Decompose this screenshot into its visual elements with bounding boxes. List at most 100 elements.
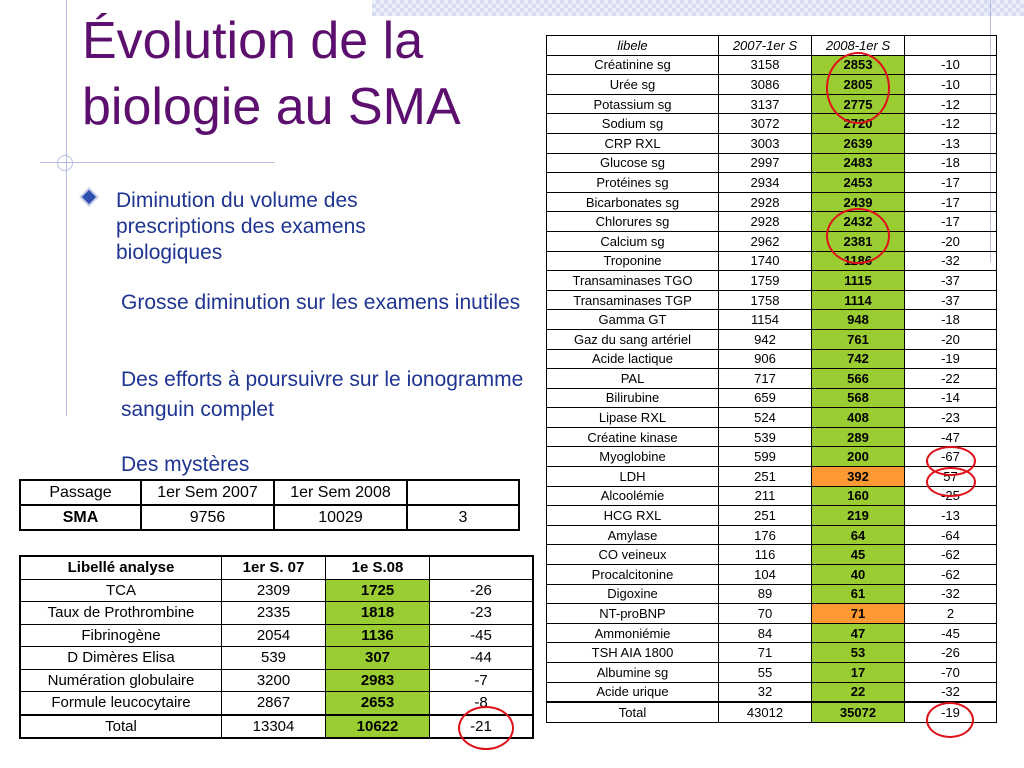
cell-label: Transaminases TGO [546,270,719,291]
cell-year-2007: 3200 [221,668,326,692]
cell-year-2007: 70 [718,603,812,624]
cell-variation: -18 [904,152,997,174]
cell-year-2008: 2653 [325,691,430,715]
cell-year-2007: 3086 [718,74,812,95]
cell-year-2008: 219 [811,505,905,526]
cell-year-2008: 566 [811,368,905,389]
cell-label: Digoxine [546,583,719,605]
table-row: Sodium sg 3072 2720 -12 [546,113,997,134]
total-cell-label: Total [546,701,719,723]
cell-label: Numération globulaire [19,668,222,692]
cell-year-2007: 2962 [718,230,812,252]
table-row: Albumine sg 55 17 -70 [546,662,997,683]
cell-year-2007: 251 [718,466,812,487]
table-row: D Dimères Elisa 539 307 -44 [19,646,534,670]
total-cell-variation: -21 [429,713,534,739]
total-row: Total 43012 35072 -19 [546,701,997,723]
table-row: Bilirubine 659 568 -14 [546,387,997,409]
table-row: Ammoniémie 84 47 -45 [546,622,997,644]
cell-variation: -18 [904,309,997,330]
cell-year-2008: 307 [325,646,430,670]
cell-label: Glucose sg [546,152,719,174]
cell-label: CRP RXL [546,132,719,154]
cell-year-2007: 3072 [718,113,812,134]
cell-label: Lipase RXL [546,407,719,428]
table-row: Glucose sg 2997 2483 -18 [546,152,997,174]
cell-year-2008: 40 [811,564,905,585]
cell-year-2008: 408 [811,407,905,428]
cell-year-2008: 1114 [811,289,905,311]
table-row: Bicarbonates sg 2928 2439 -17 [546,191,997,213]
cell-year-2008: 2432 [811,211,905,232]
cell-year-2007: 2054 [221,623,326,647]
cell-variation: -64 [904,524,997,546]
cell-year-2007: 3003 [718,132,812,154]
cell-label: Urée sg [546,74,719,95]
table-row: PAL 717 566 -22 [546,368,997,389]
cell-variation: -47 [904,426,997,448]
cell-year-2008: 948 [811,309,905,330]
table-row: CO veineux 116 45 -62 [546,544,997,566]
passage-header-2008: 1er Sem 2008 [273,479,408,506]
table-row: Gaz du sang artériel 942 761 -20 [546,328,997,350]
cell-year-2007: 2928 [718,211,812,232]
header-2007: 2007-1er S [718,35,812,56]
cell-year-2007: 32 [718,681,812,703]
cell-label: Gaz du sang artériel [546,328,719,350]
total-cell-year-2008: 10622 [325,713,430,739]
total-cell-label: Total [19,713,222,739]
cell-year-2008: 47 [811,622,905,644]
cell-year-2008: 742 [811,348,905,370]
cell-year-2007: 1759 [718,270,812,291]
cell-label: Gamma GT [546,309,719,330]
bullet-item: Diminution du volume des prescriptions d… [81,188,444,266]
cell-label: Sodium sg [546,113,719,134]
cell-variation: -62 [904,564,997,585]
total-cell-year-2007: 13304 [221,713,326,739]
table-row: Troponine 1740 1186 -32 [546,250,997,272]
table-row: Acide lactique 906 742 -19 [546,348,997,370]
analyse-header-2007: 1er S. 07 [221,555,326,580]
sub-point-3: Des mystères [121,453,250,476]
passage-header-variation [406,479,520,506]
cell-year-2007: 116 [718,544,812,566]
table-row: TSH AIA 1800 71 53 -26 [546,642,997,663]
cell-year-2007: 1154 [718,309,812,330]
header-2008: 2008-1er S [811,35,905,56]
cell-year-2008: 2453 [811,172,905,193]
table-row: Taux de Prothrombine 2335 1818 -23 [19,601,534,625]
cell-year-2008: 2983 [325,668,430,692]
cell-variation: -20 [904,328,997,350]
passage-cell-2007: 9756 [140,504,275,531]
analyse-header-label: Libellé analyse [19,555,222,580]
cell-year-2007: 89 [718,583,812,605]
cell-variation: -22 [904,368,997,389]
table-row: Gamma GT 1154 948 -18 [546,309,997,330]
cell-variation: -17 [904,211,997,232]
cell-year-2007: 84 [718,622,812,644]
table-row: Potassium sg 3137 2775 -12 [546,93,997,115]
cell-label: Taux de Prothrombine [19,601,222,625]
passage-header-label: Passage [19,479,142,506]
cell-year-2007: 942 [718,328,812,350]
cell-variation: -13 [904,505,997,526]
passage-cell-variation: 3 [406,504,520,531]
cell-year-2008: 22 [811,681,905,703]
cell-variation: 2 [904,603,997,624]
cell-year-2008: 2639 [811,132,905,154]
cell-variation: -25 [904,485,997,507]
cell-label: Bilirubine [546,387,719,409]
cell-year-2007: 71 [718,642,812,663]
cell-label: Protéines sg [546,172,719,193]
cell-variation: -26 [429,578,534,602]
cell-year-2008: 2853 [811,54,905,76]
table-row: Alcoolémie 211 160 -25 [546,485,997,507]
cell-label: Myoglobine [546,446,719,468]
cell-year-2007: 599 [718,446,812,468]
cell-year-2007: 1740 [718,250,812,272]
cell-year-2008: 761 [811,328,905,350]
cell-label: TCA [19,578,222,602]
cell-year-2007: 524 [718,407,812,428]
header-variation [904,35,997,56]
cell-variation: -45 [904,622,997,644]
